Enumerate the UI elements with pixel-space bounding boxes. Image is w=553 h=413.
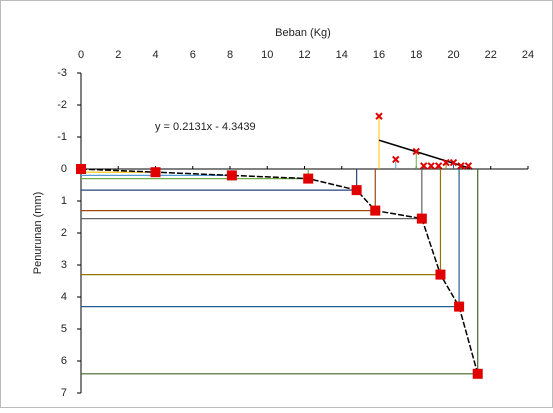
- data-point: [419, 162, 428, 170]
- data-point: [464, 162, 473, 170]
- x-tick-label: 0: [78, 49, 84, 61]
- data-point: [76, 164, 86, 174]
- y-tick-label: 6: [61, 355, 67, 367]
- x-tick-label: 2: [115, 49, 121, 61]
- y-tick-label: 4: [61, 291, 67, 303]
- x-tick-label: 8: [227, 49, 233, 61]
- x-tick-label: 4: [152, 49, 158, 61]
- y-tick-label: -2: [57, 99, 67, 111]
- data-point: [427, 162, 435, 170]
- data-point: [449, 158, 458, 167]
- data-point: [150, 167, 161, 178]
- x-tick-label: 20: [447, 49, 459, 61]
- data-point: [416, 213, 427, 224]
- data-point: [434, 162, 443, 170]
- x-tick-label: 22: [485, 49, 497, 61]
- y-tick-label: -1: [57, 131, 67, 143]
- data-point: [375, 112, 383, 120]
- data-point: [392, 155, 400, 164]
- x-axis-title: Beban (Kg): [275, 27, 331, 39]
- data-point: [370, 205, 381, 216]
- data-point: [435, 269, 446, 280]
- y-tick-label: 2: [61, 227, 67, 239]
- y-tick-label: 5: [61, 323, 67, 335]
- y-tick-label: 7: [61, 387, 67, 399]
- trendline-equation: y = 0.2131x - 4.3439: [155, 121, 256, 133]
- y-tick-label: -3: [57, 67, 67, 79]
- data-point: [442, 158, 450, 167]
- y-tick-label: 0: [61, 163, 67, 175]
- data-point: [303, 173, 314, 184]
- data-point: [454, 301, 465, 312]
- data-point: [412, 147, 420, 156]
- x-tick-label: 12: [298, 49, 310, 61]
- data-point: [457, 162, 465, 170]
- x-tick-label: 18: [410, 49, 422, 61]
- data-point: [351, 185, 362, 196]
- x-tick-label: 16: [373, 49, 385, 61]
- x-tick-label: 24: [522, 49, 534, 61]
- data-point: [226, 170, 237, 181]
- y-tick-label: 1: [61, 195, 67, 207]
- x-tick-label: 14: [336, 49, 348, 61]
- y-axis-title: Penurunan (mm): [32, 192, 44, 275]
- x-tick-label: 10: [261, 49, 273, 61]
- data-line: [80, 168, 479, 375]
- x-tick-label: 6: [190, 49, 196, 61]
- y-tick-label: 3: [61, 259, 67, 271]
- data-point: [472, 368, 483, 379]
- trend-line: [378, 139, 473, 170]
